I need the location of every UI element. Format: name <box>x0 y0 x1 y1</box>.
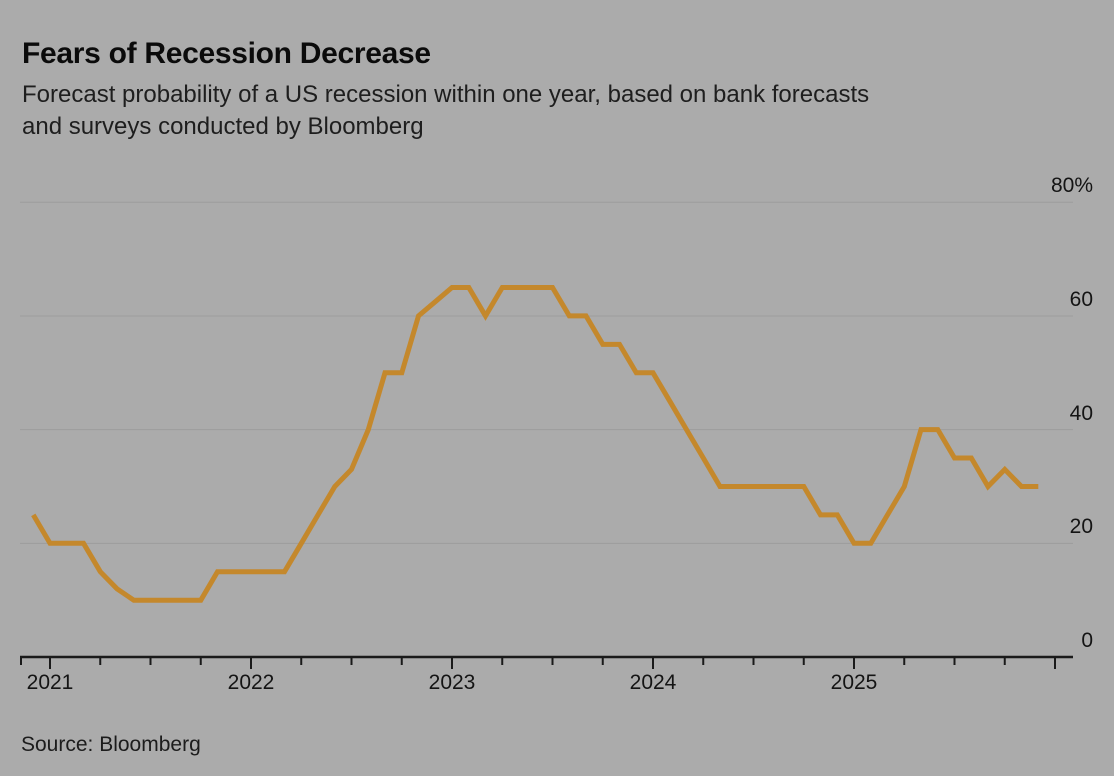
x-axis-label: 2025 <box>830 671 878 694</box>
y-axis-label: 60 <box>1069 287 1093 311</box>
y-axis-label: 40 <box>1069 401 1093 425</box>
source-label: Source: Bloomberg <box>21 733 201 756</box>
x-axis-label: 2023 <box>428 671 476 694</box>
y-axis-label: 20 <box>1069 515 1093 539</box>
chart-subtitle-line-1: Forecast probability of a US recession w… <box>22 81 870 108</box>
y-axis-label: 80% <box>1050 174 1093 198</box>
x-axis-label: 2021 <box>26 671 74 694</box>
y-axis-label: 0 <box>1081 629 1093 652</box>
recession-probability-line <box>31 285 1039 603</box>
chart-subtitle: Forecast probability of a US recession w… <box>22 79 1092 143</box>
x-axis-label: 2022 <box>227 671 275 694</box>
chart-title: Fears of Recession Decrease <box>22 37 431 70</box>
x-axis-label: 2024 <box>629 671 677 694</box>
chart-subtitle-line-2: and surveys conducted by Bloomberg <box>22 113 424 140</box>
